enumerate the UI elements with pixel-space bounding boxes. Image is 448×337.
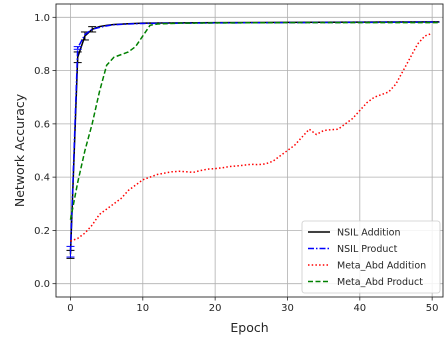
x-tick-label: 10	[136, 303, 149, 314]
x-tick-label: 50	[426, 303, 439, 314]
y-tick-label: 0.2	[34, 226, 50, 237]
series-layer	[66, 21, 440, 259]
y-tick-label: 0.0	[34, 279, 50, 290]
legend-label: Meta_Abd Product	[337, 277, 423, 288]
legend-label: Meta_Abd Addition	[337, 261, 426, 272]
y-tick-label: 0.4	[34, 173, 50, 184]
y-tick-label: 1.0	[34, 13, 50, 24]
legend-label: NSIL Addition	[337, 228, 400, 239]
series-line	[69, 21, 440, 220]
legend: NSIL Addition NSIL Product Meta_Abd Additi…	[301, 220, 441, 294]
y-tick-label: 0.6	[34, 119, 50, 130]
x-axis-label: Epoch	[230, 320, 268, 335]
x-tick-label: 0	[67, 303, 73, 314]
ticks: 0 10 20 30 40 50 0.0 0.2 0.4 0.6 0.8 1.0	[34, 13, 438, 314]
y-tick-label: 0.8	[34, 66, 50, 77]
x-tick-label: 30	[281, 303, 294, 314]
series-meta-abd-product	[69, 21, 440, 220]
y-axis-label: Network Accuracy	[12, 93, 27, 207]
x-tick-label: 40	[353, 303, 366, 314]
legend-box	[301, 220, 441, 294]
legend-label: NSIL Product	[337, 244, 398, 255]
plot-frame	[55, 3, 444, 298]
x-tick-label: 20	[209, 303, 222, 314]
grid	[56, 4, 443, 297]
